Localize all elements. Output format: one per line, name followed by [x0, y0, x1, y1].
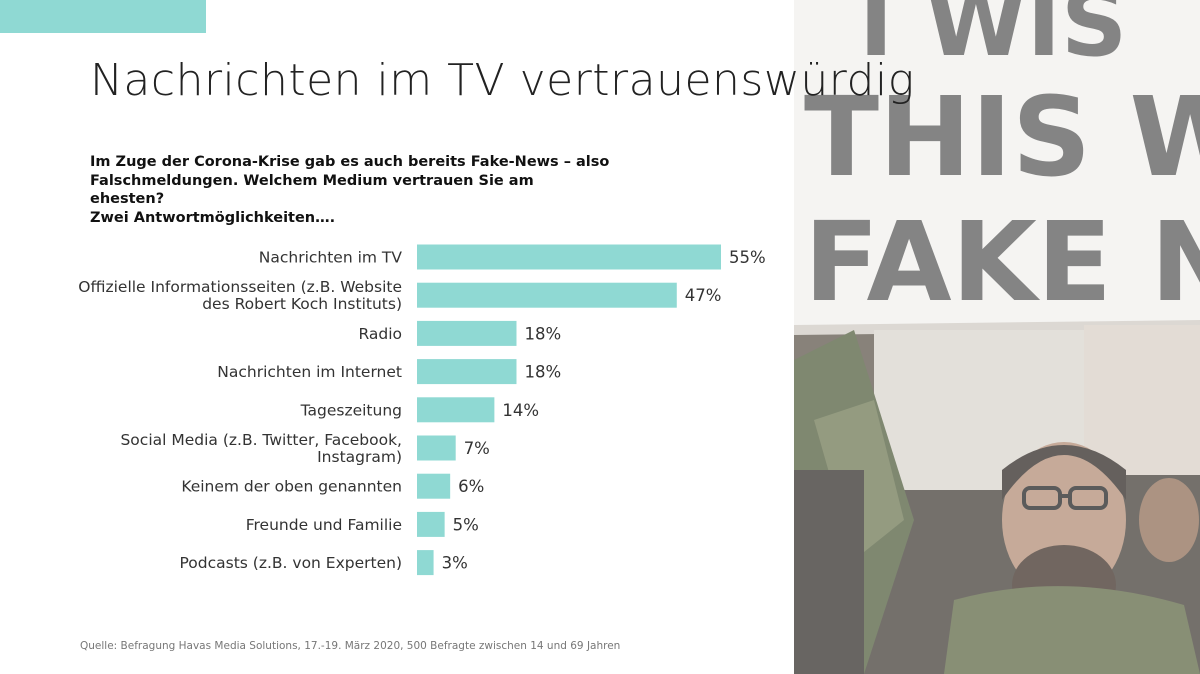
bar-keinem-der-oben-genannten — [417, 473, 451, 499]
value-label: 14% — [502, 401, 539, 420]
bar-nachrichten-im-tv — [417, 244, 721, 270]
value-label: 18% — [524, 363, 561, 382]
value-label: 5% — [453, 515, 479, 534]
category-label: Offizielle Informationsseiten (z.B. Webs… — [78, 278, 402, 313]
bar-social-media-z-b-twitter-facebook — [417, 435, 456, 461]
value-label: 55% — [729, 248, 766, 267]
survey-question: Im Zuge der Corona-Krise gab es auch ber… — [90, 154, 610, 226]
protest-photo: I WIS THIS WE FAKE NE — [794, 0, 1200, 674]
sign-text-line3: FAKE NE — [804, 198, 1200, 326]
bar-tageszeitung — [417, 397, 495, 423]
sign-text-line2: THIS WE — [804, 73, 1200, 201]
category-label: Radio — [358, 325, 402, 343]
category-label: Tageszeitung — [300, 401, 402, 419]
value-label: 3% — [442, 554, 468, 573]
category-label: Podcasts (z.B. von Experten) — [180, 554, 403, 572]
source-note: Quelle: Befragung Havas Media Solutions,… — [80, 640, 621, 652]
bar-nachrichten-im-internet — [417, 359, 517, 385]
category-label: Social Media (z.B. Twitter, Facebook, Ins… — [120, 431, 402, 466]
category-label: Nachrichten im TV — [259, 249, 403, 267]
page-title: Nachrichten im TV vertrauenswürdig — [90, 55, 915, 106]
value-label: 47% — [685, 286, 722, 305]
category-label: Nachrichten im Internet — [217, 363, 402, 381]
bar-chart: Nachrichten im TV 55% Offizielle Informati… — [78, 244, 766, 576]
accent-bar — [0, 0, 206, 33]
value-label: 6% — [458, 477, 484, 496]
bar-podcasts-z-b-von-experten — [417, 550, 434, 576]
category-label: Keinem der oben genannten — [181, 478, 402, 496]
bar-freunde-und-familie — [417, 511, 445, 537]
sign-text-line1: I WIS — [859, 0, 1127, 77]
value-label: 7% — [464, 439, 490, 458]
bar-offizielle-informationsseiten-z-b-website — [417, 282, 677, 308]
value-label: 18% — [524, 324, 561, 343]
bar-radio — [417, 320, 517, 346]
category-label: Freunde und Familie — [246, 516, 402, 534]
